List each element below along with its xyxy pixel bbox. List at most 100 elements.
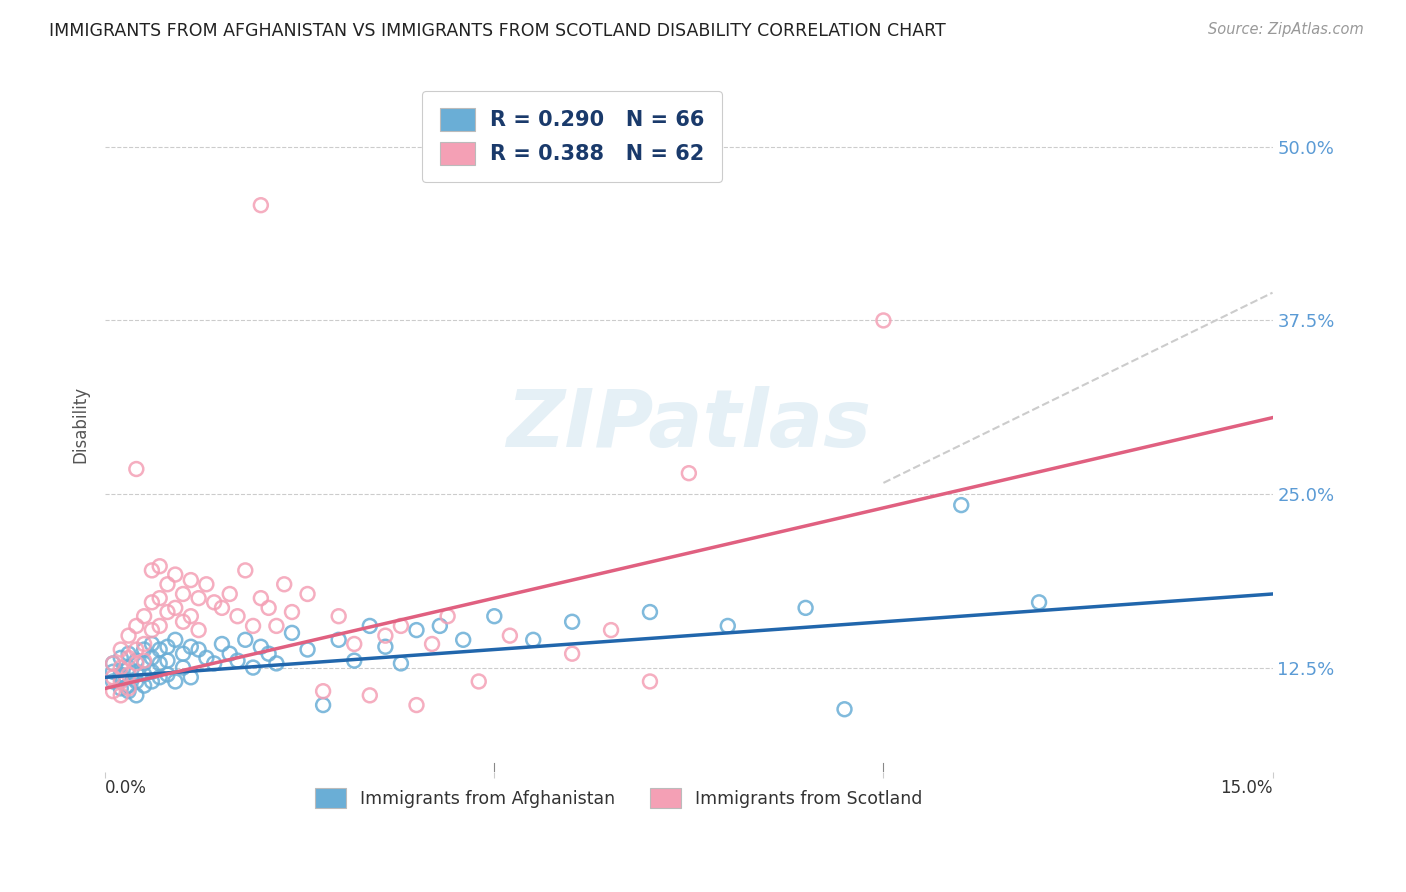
Point <box>250 640 273 654</box>
Point <box>110 681 132 696</box>
Point <box>468 674 491 689</box>
Point <box>374 640 396 654</box>
Point <box>101 657 124 671</box>
Point <box>172 615 194 629</box>
Point <box>600 623 623 637</box>
Point <box>172 660 194 674</box>
Point <box>117 651 139 665</box>
Point <box>110 660 132 674</box>
Point <box>374 629 396 643</box>
Point <box>110 689 132 703</box>
Point <box>1028 595 1050 609</box>
Point <box>125 689 148 703</box>
Point <box>405 623 427 637</box>
Point <box>211 637 233 651</box>
Point <box>389 619 412 633</box>
Point <box>429 619 451 633</box>
Point <box>195 577 218 591</box>
Point <box>187 591 209 606</box>
Point <box>141 665 163 679</box>
Point <box>117 679 139 693</box>
Point <box>125 665 148 679</box>
Point <box>638 674 661 689</box>
Point <box>250 591 273 606</box>
Point <box>117 647 139 661</box>
Point <box>451 632 474 647</box>
Point <box>165 600 187 615</box>
Point <box>165 567 187 582</box>
Point <box>211 600 233 615</box>
Point <box>281 605 304 619</box>
Point <box>134 642 156 657</box>
Point <box>180 609 202 624</box>
Point <box>149 642 172 657</box>
Point <box>281 625 304 640</box>
Point <box>125 642 148 657</box>
Point <box>149 559 172 574</box>
Point <box>149 657 172 671</box>
Point <box>117 667 139 681</box>
Point <box>218 587 240 601</box>
Point <box>187 623 209 637</box>
Point <box>257 647 280 661</box>
Text: 0.0%: 0.0% <box>105 779 148 797</box>
Point <box>343 654 366 668</box>
Point <box>195 651 218 665</box>
Point <box>328 632 350 647</box>
Point <box>312 698 335 712</box>
Point <box>156 667 179 681</box>
Point <box>405 698 427 712</box>
Legend: Immigrants from Afghanistan, Immigrants from Scotland: Immigrants from Afghanistan, Immigrants … <box>308 781 929 815</box>
Point <box>257 600 280 615</box>
Point <box>233 563 256 577</box>
Point <box>101 665 124 679</box>
Point <box>180 640 202 654</box>
Point <box>110 667 132 681</box>
Point <box>110 651 132 665</box>
Point <box>134 609 156 624</box>
Point <box>297 642 319 657</box>
Point <box>134 654 156 668</box>
Point <box>134 679 156 693</box>
Point <box>110 674 132 689</box>
Point <box>134 667 156 681</box>
Point <box>638 605 661 619</box>
Point <box>141 651 163 665</box>
Point <box>561 647 583 661</box>
Point <box>156 640 179 654</box>
Point <box>117 681 139 696</box>
Point <box>297 587 319 601</box>
Point <box>156 605 179 619</box>
Point <box>117 660 139 674</box>
Point <box>242 660 264 674</box>
Point <box>436 609 458 624</box>
Text: IMMIGRANTS FROM AFGHANISTAN VS IMMIGRANTS FROM SCOTLAND DISABILITY CORRELATION C: IMMIGRANTS FROM AFGHANISTAN VS IMMIGRANT… <box>49 22 946 40</box>
Point <box>110 642 132 657</box>
Point <box>141 595 163 609</box>
Point <box>101 674 124 689</box>
Point <box>312 684 335 698</box>
Point <box>678 466 700 480</box>
Point <box>389 657 412 671</box>
Point <box>202 657 225 671</box>
Point <box>218 647 240 661</box>
Point <box>420 637 443 651</box>
Point <box>156 577 179 591</box>
Point <box>125 674 148 689</box>
Point <box>141 674 163 689</box>
Point <box>717 619 740 633</box>
Point <box>172 647 194 661</box>
Point <box>149 591 172 606</box>
Text: ZIPatlas: ZIPatlas <box>506 385 872 464</box>
Point <box>149 670 172 684</box>
Point <box>134 657 156 671</box>
Point <box>834 702 856 716</box>
Point <box>250 198 273 212</box>
Y-axis label: Disability: Disability <box>72 386 89 463</box>
Point <box>522 632 544 647</box>
Point <box>180 573 202 587</box>
Text: Source: ZipAtlas.com: Source: ZipAtlas.com <box>1208 22 1364 37</box>
Point <box>266 619 288 633</box>
Point <box>134 637 156 651</box>
Point <box>117 684 139 698</box>
